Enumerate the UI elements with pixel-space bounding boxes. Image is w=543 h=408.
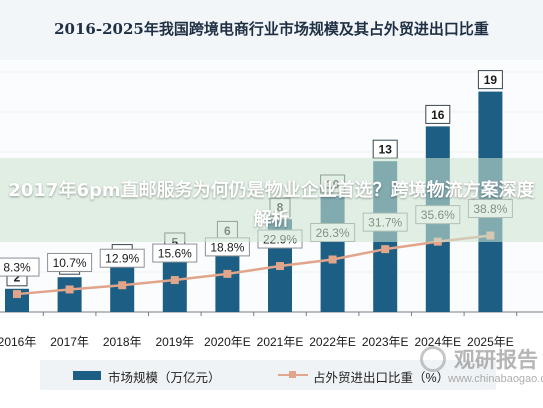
line-point — [13, 290, 21, 299]
bar-value-box — [425, 104, 451, 124]
x-tick-label: 2018年 — [103, 335, 142, 349]
legend-line-marker — [289, 371, 296, 378]
legend-label-market-size: 市场规模（万亿元） — [108, 371, 221, 385]
bar-value-label: 5 — [171, 236, 178, 250]
line-point — [223, 269, 232, 278]
bar-value-box — [477, 70, 503, 90]
line-value-label: 15.6% — [158, 247, 192, 261]
line-value-box — [47, 252, 93, 272]
bar — [57, 277, 82, 312]
overlay-banner — [0, 158, 543, 242]
x-tick-label: 2025年E — [467, 335, 514, 349]
legend — [40, 360, 496, 390]
x-tick-label: 2016年 — [0, 335, 36, 349]
bar-value-label: 13 — [379, 143, 393, 157]
bar-value-label: 2 — [14, 270, 21, 284]
line-value-box — [152, 243, 198, 263]
x-tick-label: 2024年E — [414, 335, 461, 349]
watermark-logo-icon — [420, 346, 446, 372]
overlay-headline[interactable]: 2017年6pm直邮服务为何仍是物业企业首选？跨境物流方案深度解析 — [8, 180, 535, 230]
line-value-label: 18.8% — [210, 240, 244, 254]
line-value-label: 8.3% — [3, 261, 31, 275]
line-point — [276, 262, 284, 271]
bar-value-label: 19 — [484, 73, 498, 87]
watermark-brand: 观研报告 — [454, 348, 538, 372]
bar-value-label: 16 — [431, 108, 445, 122]
watermark-url: www.chinabaogao.com — [448, 373, 543, 385]
line-value-box — [99, 248, 145, 268]
trade-share-line — [16, 234, 491, 296]
x-tick-label: 2021年E — [257, 335, 304, 349]
line-point — [328, 255, 337, 264]
chart-title: 2016-2025年我国跨境电商行业市场规模及其占外贸进出口比重 — [54, 20, 489, 38]
x-tick-label: 2017年 — [50, 335, 89, 349]
x-tick-label: 2020年E — [204, 335, 251, 349]
line-value-label: 12.9% — [105, 252, 139, 266]
line-point — [65, 285, 74, 294]
line-value-label: 10.7% — [53, 256, 87, 270]
line-point — [118, 281, 127, 290]
x-tick-label: 2022年E — [309, 335, 356, 349]
line-point — [381, 245, 390, 254]
line-value-box — [0, 257, 40, 277]
x-tick-label: 2019年 — [155, 335, 194, 349]
x-tick-label: 2023年E — [362, 335, 409, 349]
legend-bar-swatch — [73, 371, 101, 380]
legend-label-trade-share: 占外贸进出口比重（%） — [313, 371, 450, 385]
line-point — [170, 276, 179, 285]
